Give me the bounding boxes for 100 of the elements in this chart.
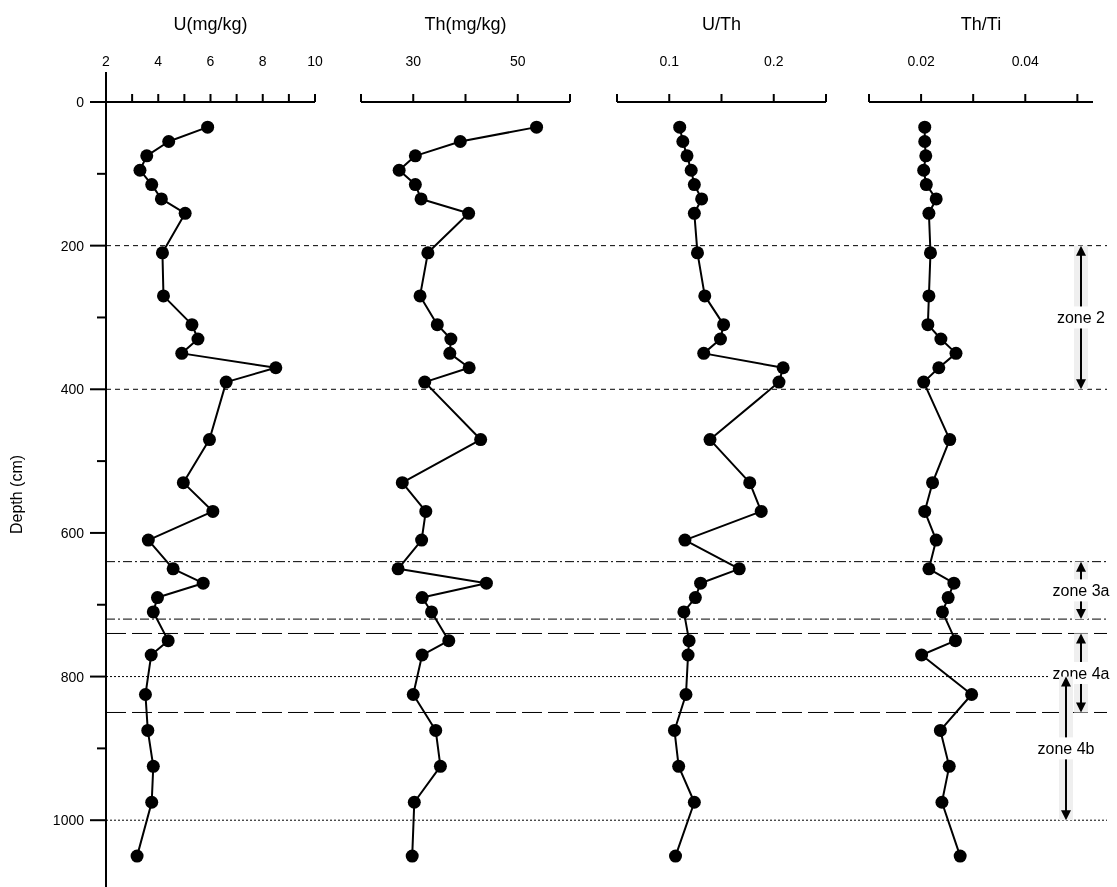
point xyxy=(698,289,712,303)
chart-title: Th/Ti xyxy=(960,14,1002,34)
point xyxy=(949,346,963,360)
y-tick-label: 600 xyxy=(60,524,85,541)
point xyxy=(408,178,422,192)
point xyxy=(669,849,683,863)
point xyxy=(407,795,421,809)
point xyxy=(413,289,427,303)
y-axis-title: Depth (cm) xyxy=(8,454,25,535)
point xyxy=(415,591,429,605)
point xyxy=(462,206,476,220)
x-tick-label: 50 xyxy=(509,53,526,69)
point xyxy=(155,246,169,260)
point xyxy=(922,289,936,303)
point xyxy=(929,192,943,206)
point xyxy=(965,688,979,702)
point xyxy=(201,120,215,134)
point xyxy=(776,361,790,375)
point xyxy=(414,192,428,206)
point xyxy=(145,795,159,809)
point xyxy=(713,332,727,346)
point xyxy=(915,648,929,662)
point xyxy=(442,634,456,648)
point xyxy=(175,346,189,360)
point xyxy=(425,605,439,619)
y-tick-label: 0 xyxy=(76,94,85,110)
point xyxy=(161,634,175,648)
point xyxy=(430,318,444,332)
x-tick-label: 10 xyxy=(307,53,323,69)
point xyxy=(392,163,406,177)
point xyxy=(667,723,681,737)
point xyxy=(138,688,152,702)
point xyxy=(676,135,690,148)
point xyxy=(922,562,936,576)
point xyxy=(684,163,698,177)
point xyxy=(697,346,711,360)
x-tick-label: 0.04 xyxy=(1011,53,1040,69)
point xyxy=(429,723,443,737)
point xyxy=(408,149,422,163)
x-tick-label: 0.02 xyxy=(907,53,935,69)
point xyxy=(687,178,701,192)
point xyxy=(694,576,708,590)
point xyxy=(196,576,210,590)
point xyxy=(934,332,948,346)
point xyxy=(269,361,283,375)
point xyxy=(678,533,692,547)
point xyxy=(688,591,702,605)
band-label: zone 4b xyxy=(1037,740,1095,758)
point xyxy=(948,634,962,648)
point xyxy=(943,433,957,447)
point xyxy=(154,192,168,206)
x-tick-label: 4 xyxy=(154,53,163,69)
point xyxy=(433,759,447,773)
y-tick-label: 200 xyxy=(60,237,85,254)
point xyxy=(206,504,220,518)
x-tick-label: 8 xyxy=(258,53,267,69)
point xyxy=(146,605,160,619)
point xyxy=(682,634,696,648)
point xyxy=(176,476,190,490)
chart-title: U(mg/kg) xyxy=(173,14,248,34)
point xyxy=(672,759,686,773)
point xyxy=(530,120,544,134)
band-label: zone 3a xyxy=(1052,582,1110,600)
x-tick-label: 30 xyxy=(405,53,422,69)
point xyxy=(178,206,192,220)
point xyxy=(919,149,933,163)
point xyxy=(933,723,947,737)
point xyxy=(917,375,931,389)
point xyxy=(935,795,949,809)
x-tick-label: 6 xyxy=(206,53,215,69)
point xyxy=(673,120,687,134)
point xyxy=(690,246,704,260)
point xyxy=(772,375,786,389)
point xyxy=(418,375,432,389)
point xyxy=(395,476,409,490)
point xyxy=(443,346,457,360)
point xyxy=(133,163,147,177)
point xyxy=(144,648,158,662)
point xyxy=(462,361,476,375)
point xyxy=(406,688,420,702)
x-tick-label: 0.2 xyxy=(764,53,784,69)
point xyxy=(162,135,176,148)
point xyxy=(703,433,717,447)
point xyxy=(444,332,458,346)
point xyxy=(156,289,170,303)
point xyxy=(140,149,154,163)
point xyxy=(391,562,405,576)
point xyxy=(681,648,695,662)
point xyxy=(947,576,961,590)
y-tick-label: 800 xyxy=(60,668,85,685)
point xyxy=(677,605,691,619)
point xyxy=(146,759,160,773)
point xyxy=(202,433,216,447)
point xyxy=(141,533,155,547)
point xyxy=(405,849,419,863)
point xyxy=(953,849,967,863)
point xyxy=(166,562,180,576)
point xyxy=(922,206,936,220)
point xyxy=(219,375,233,389)
point xyxy=(415,533,429,547)
